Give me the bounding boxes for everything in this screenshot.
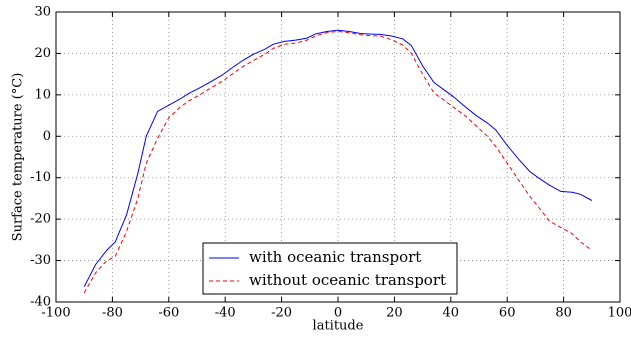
y-tick-label: -20 [30, 212, 51, 227]
legend-box [202, 242, 458, 295]
x-tick-label: 60 [499, 306, 516, 321]
x-tick-label: -100 [41, 306, 70, 321]
legend-label: with oceanic transport [249, 248, 421, 266]
x-tick-label: 0 [334, 306, 342, 321]
data-line [83, 30, 593, 294]
y-axis-label: Surface temperature (°C) [11, 73, 26, 242]
x-axis-label: latitude [313, 319, 364, 334]
x-tick-label: -60 [158, 306, 179, 321]
y-tick-label: -40 [30, 295, 51, 310]
x-tick-label: -40 [215, 306, 236, 321]
x-tick-label: 40 [443, 306, 460, 321]
y-tick-label: 0 [43, 129, 51, 144]
y-tick-label: -10 [30, 170, 51, 185]
x-tick-label: -20 [271, 306, 292, 321]
y-tick-label: -30 [30, 253, 51, 268]
x-tick-label: 100 [608, 306, 631, 321]
legend-label: without oceanic transport [249, 271, 446, 289]
y-tick-label: 20 [34, 46, 51, 61]
y-tick-label: 30 [34, 5, 51, 20]
plot-frame [55, 11, 621, 303]
x-tick-label: 80 [555, 306, 572, 321]
x-tick-label: 20 [386, 306, 403, 321]
y-tick-label: 10 [34, 87, 51, 102]
data-line [83, 29, 593, 287]
x-tick-label: -80 [102, 306, 123, 321]
